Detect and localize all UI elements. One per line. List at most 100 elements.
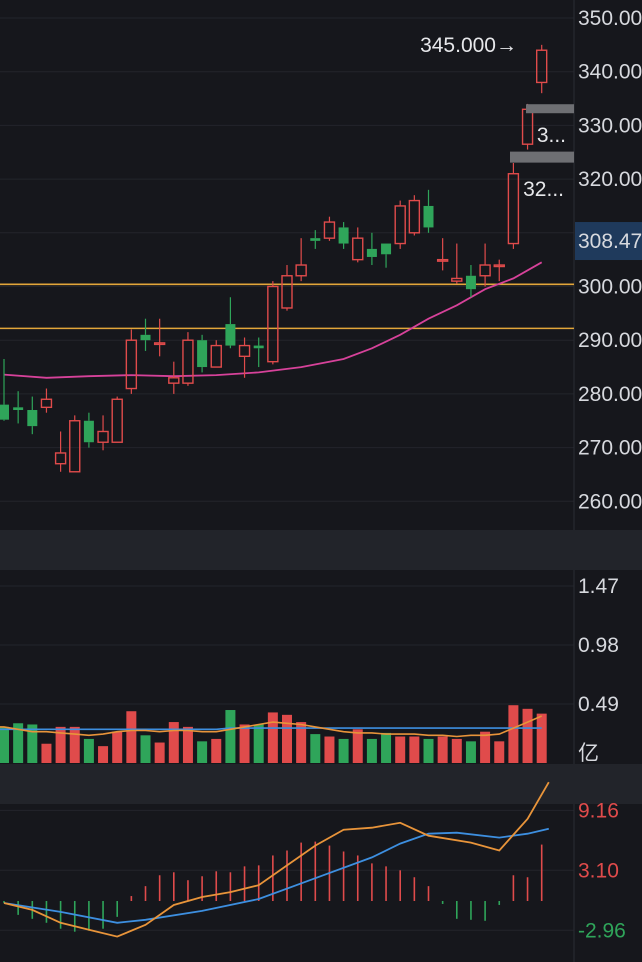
price-tick-label: 300.00 [578, 276, 642, 299]
candle-body-down [253, 345, 264, 349]
volume-bar [480, 731, 491, 763]
candle-body-down [83, 420, 94, 443]
volume-bar [0, 726, 9, 763]
macd-tick-label: 9.16 [578, 799, 619, 822]
candle-body-down [140, 334, 151, 341]
volume-bar [168, 722, 179, 763]
price-axis: 350.00 340.00 330.00 320.00 300.00 290.00 280.… [575, 7, 642, 513]
volume-bar [381, 732, 392, 763]
volume-bar [324, 736, 335, 763]
candle-body-up [125, 339, 138, 390]
candle-body-up [295, 264, 307, 277]
candle-body-up [436, 258, 449, 262]
volume-moving-averages [0, 715, 543, 738]
candle-body-down [27, 410, 38, 427]
candlestick [436, 238, 449, 271]
volume-bar [451, 738, 462, 763]
candle-body-down [338, 227, 349, 244]
truncated-level-label: 32... [523, 178, 564, 201]
candlestick [253, 337, 264, 368]
candle-body-down [381, 243, 392, 255]
candlestick [225, 297, 236, 349]
candle-body-up [352, 237, 364, 261]
candlestick [408, 195, 421, 236]
candlestick [267, 281, 279, 365]
candlestick [295, 238, 307, 282]
volume-bar [267, 712, 278, 763]
volume-ma-short-line [0, 715, 543, 738]
candle-body-up [408, 199, 421, 234]
candlestick [0, 358, 9, 421]
candlestick [352, 227, 364, 263]
max-price-annotation: 345.000→ [420, 34, 517, 57]
candle-body-down [197, 340, 208, 368]
level-marker-bar [526, 104, 574, 114]
candle-body-up [479, 264, 491, 277]
candle-body-down [310, 238, 321, 241]
candlestick [366, 232, 377, 266]
volume-bar [494, 741, 505, 763]
candle-body-up [168, 377, 180, 384]
current-price-label: 308.47 [578, 230, 642, 253]
macd-axis: 9.16 3.10 -2.96 [578, 799, 626, 942]
volume-bar [352, 729, 363, 763]
price-tick-label: 340.00 [578, 61, 642, 84]
candlestick [153, 318, 166, 357]
volume-bar [41, 743, 52, 763]
macd-dif-line [3, 781, 550, 938]
candle-body-up [281, 275, 293, 309]
candle-body-down [366, 248, 377, 257]
price-annotations: 345.000→ 3... 32... [420, 34, 574, 201]
volume-bar [69, 726, 80, 763]
volume-bar [140, 735, 151, 763]
candlestick [423, 189, 434, 233]
volume-bar [338, 738, 349, 763]
price-tick-label: 260.00 [578, 490, 642, 513]
volume-axis: 1.47 0.98 0.49 亿 [578, 575, 619, 765]
candle-body-up [182, 339, 194, 384]
candlestick [69, 415, 81, 473]
macd-histogram [3, 841, 543, 932]
macd-grid [0, 804, 575, 962]
volume-bar [182, 726, 193, 763]
volume-bar [366, 738, 377, 763]
price-tick-label: 320.00 [578, 168, 642, 191]
candle-body-up [54, 452, 67, 465]
price-moving-average [3, 261, 543, 379]
candle-body-up [493, 264, 505, 268]
candlestick [97, 415, 109, 451]
candlestick [238, 337, 251, 378]
volume-bar [13, 723, 24, 763]
candlestick [479, 243, 491, 287]
volume-bar [437, 736, 448, 763]
candle-body-up [323, 221, 336, 239]
candlestick [465, 265, 476, 298]
panel-separator-2 [0, 764, 642, 804]
candlestick [310, 230, 321, 249]
volume-bar [296, 722, 307, 763]
volume-bar [27, 724, 38, 763]
macd-tick-label: -2.96 [578, 919, 626, 942]
candlestick [125, 329, 138, 394]
volume-tick-label: 1.47 [578, 575, 619, 598]
candlestick [281, 265, 293, 311]
candlestick [338, 222, 349, 249]
candle-body-up [394, 205, 406, 245]
candlestick [210, 340, 222, 368]
price-tick-label: 350.00 [578, 7, 642, 30]
volume-bar [310, 734, 321, 763]
candle-body-down [13, 407, 24, 411]
volume-bar [508, 705, 519, 763]
candle-body-down [225, 324, 236, 346]
candlestick [83, 412, 94, 448]
candle-body-up [451, 277, 463, 282]
panel-separator-1 [0, 530, 642, 570]
volume-bar [211, 738, 222, 763]
candlestick [493, 259, 505, 282]
candlestick [140, 318, 151, 351]
volume-bar [239, 724, 250, 763]
volume-bar [98, 746, 109, 763]
candlestick [451, 243, 463, 284]
volume-bars [0, 705, 547, 763]
